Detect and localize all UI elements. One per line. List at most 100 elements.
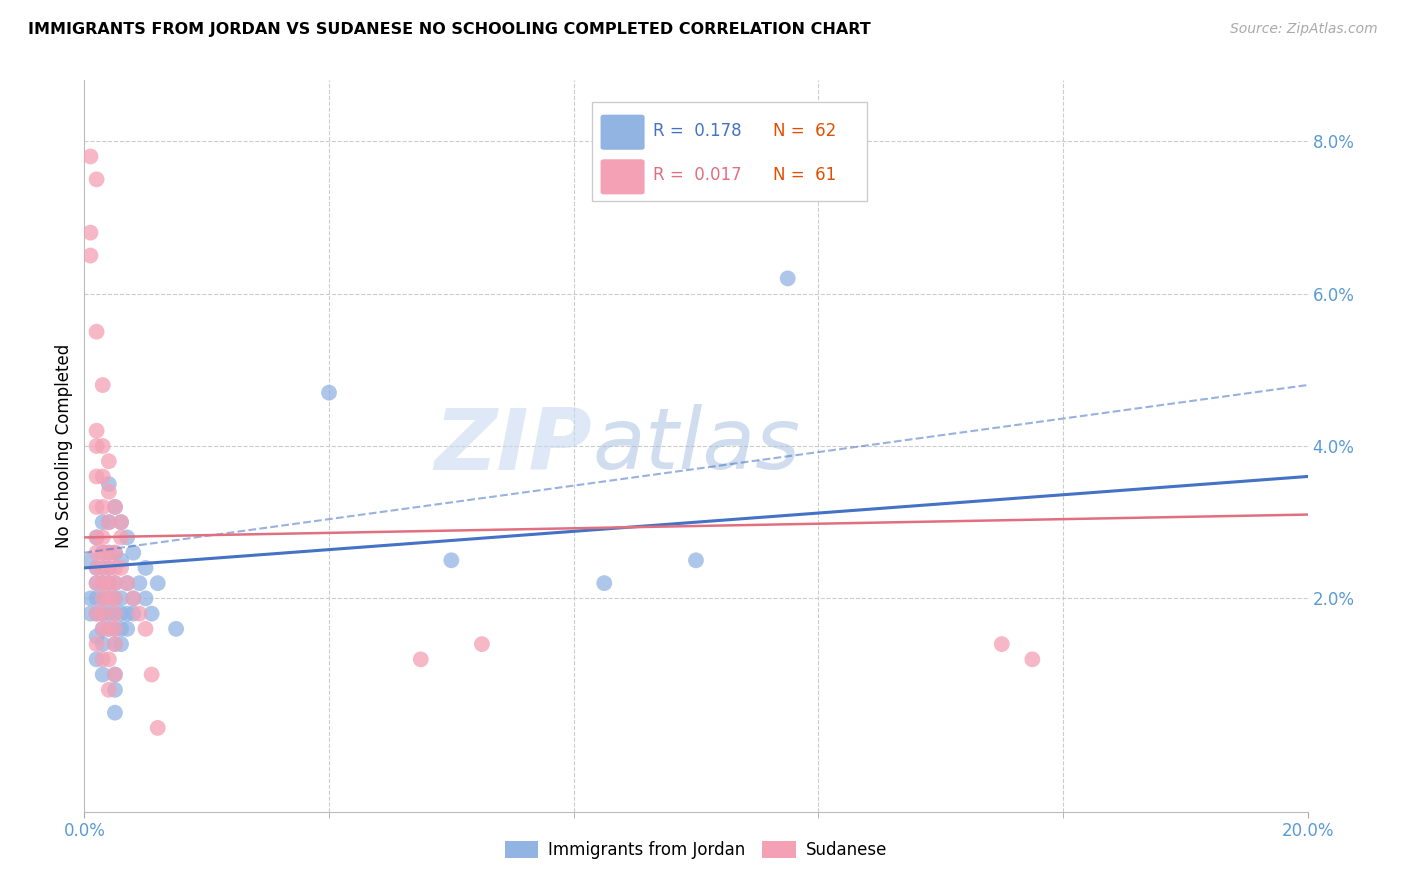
Point [86,530,108,544]
Point [97,561,120,575]
Point [91,469,114,483]
Point [97,515,120,529]
Point [79,607,101,621]
Point [128,607,150,621]
Point [128,576,150,591]
Point [86,630,108,644]
Point [97,682,120,697]
Point [104,637,127,651]
Point [115,530,138,544]
Point [440,553,463,567]
Point [97,576,120,591]
Point [110,561,132,575]
Point [122,591,145,606]
Point [115,607,138,621]
Point [135,561,157,575]
Point [79,248,101,262]
Point [79,149,101,163]
Y-axis label: No Schooling Completed: No Schooling Completed [55,344,73,548]
Point [86,561,108,575]
Point [86,637,108,651]
Point [97,484,120,499]
Point [86,561,108,575]
Point [97,515,120,529]
Text: IMMIGRANTS FROM JORDAN VS SUDANESE NO SCHOOLING COMPLETED CORRELATION CHART: IMMIGRANTS FROM JORDAN VS SUDANESE NO SC… [28,22,870,37]
Point [115,622,138,636]
Point [110,591,132,606]
Point [104,637,127,651]
Point [91,561,114,575]
Point [122,546,145,560]
Text: R =  0.178: R = 0.178 [654,121,742,140]
Point [97,546,120,560]
Point [104,622,127,636]
Point [91,591,114,606]
Point [86,500,108,514]
Point [86,469,108,483]
Point [86,591,108,606]
Point [165,622,187,636]
FancyBboxPatch shape [600,115,644,150]
Point [91,622,114,636]
Point [91,622,114,636]
Point [146,721,169,735]
Point [104,706,127,720]
Point [776,271,799,285]
Point [110,637,132,651]
Point [104,607,127,621]
Point [86,607,108,621]
Text: atlas: atlas [592,404,800,488]
Point [79,591,101,606]
Point [91,607,114,621]
Point [110,515,132,529]
Point [318,385,340,400]
Point [86,424,108,438]
Point [79,226,101,240]
Point [122,591,145,606]
Point [1021,652,1043,666]
Point [115,576,138,591]
Point [97,591,120,606]
Point [135,622,157,636]
Point [991,637,1014,651]
Point [135,591,157,606]
Point [91,576,114,591]
Point [91,576,114,591]
Point [86,325,108,339]
Point [593,576,616,591]
Point [110,515,132,529]
Text: N =  61: N = 61 [773,167,837,185]
Point [91,652,114,666]
Point [97,591,120,606]
Point [141,667,163,681]
Point [110,530,132,544]
Point [91,378,114,392]
Point [141,607,163,621]
Point [104,622,127,636]
Point [97,477,120,491]
Point [91,637,114,651]
Point [409,652,432,666]
Point [97,561,120,575]
Point [91,515,114,529]
Point [104,682,127,697]
Point [91,546,114,560]
Text: N =  62: N = 62 [773,121,837,140]
Point [110,622,132,636]
Point [91,439,114,453]
Point [97,622,120,636]
Point [97,607,120,621]
Point [86,530,108,544]
Point [86,652,108,666]
Point [91,561,114,575]
Point [86,172,108,186]
FancyBboxPatch shape [592,103,868,201]
Point [104,546,127,560]
Legend: Immigrants from Jordan, Sudanese: Immigrants from Jordan, Sudanese [498,834,894,865]
Point [104,591,127,606]
Point [79,553,101,567]
Point [91,530,114,544]
FancyBboxPatch shape [600,160,644,194]
Point [91,546,114,560]
Point [104,576,127,591]
